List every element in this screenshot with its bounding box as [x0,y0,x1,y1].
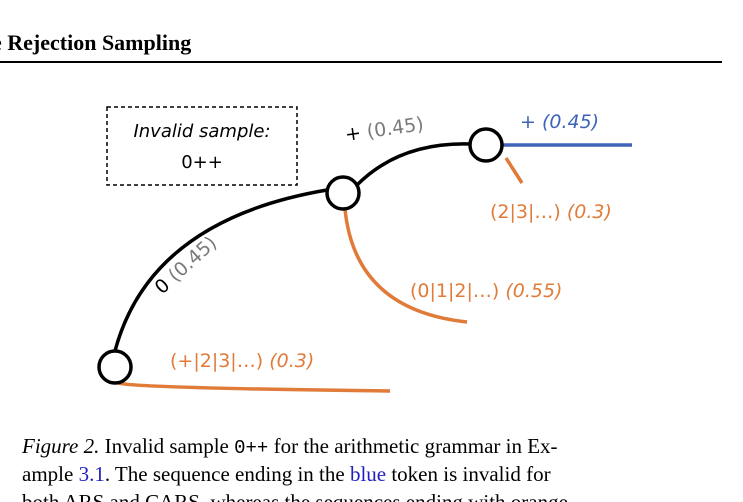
caption-label: Figure 2. [21,434,99,458]
edge [113,188,328,352]
edge-prob: (0.45) [365,113,425,143]
caption-text: ample [22,462,79,486]
caption-line: Figure 2. Invalid sample 0++ for the ari… [21,434,558,459]
branch-tokens: (0|1|2|…) [410,280,499,302]
edge-label: + (0.45) [520,111,599,133]
caption-line: both ARS and CARS, whereas the sequences… [22,490,568,502]
branch-prob: (0.3) [269,350,314,372]
branch-label: (2|3|…) (0.3) [490,201,612,223]
caption-line: ample 3.1. The sequence ending in the bl… [22,462,551,486]
branch-tokens: (+|2|3|…) [170,350,263,372]
node [97,349,133,385]
edge-token: + [520,111,536,133]
edge [355,142,471,187]
caption-text: token is invalid for [386,462,550,486]
node [325,175,361,211]
header-title: e Rejection Sampling [0,30,191,55]
caption-ref[interactable]: 3.1 [79,462,105,486]
edge-token: + [344,122,363,146]
caption-text: Invalid sample [99,434,234,458]
caption: Figure 2. Invalid sample 0++ for the ari… [21,434,568,502]
box-title: Invalid sample: [133,121,270,142]
branch [117,381,391,393]
branch-prob: (0.55) [505,280,562,302]
caption-text: . The sequence ending in the [105,462,350,486]
box-sample: 0++ [181,152,223,173]
branch-label: (0|1|2|…) (0.55) [410,280,562,302]
branch-label: (+|2|3|…) (0.3) [170,350,314,372]
branch-tokens: (2|3|…) [490,201,561,223]
branch [504,157,524,184]
edge-label: + (0.45) [344,113,425,146]
branch [343,208,468,324]
branch-prob: (0.3) [567,201,612,223]
node [468,127,504,163]
caption-code: 0++ [234,437,268,459]
edge-prob: (0.45) [542,111,599,133]
diagram: Invalid sample: 0++ 0 (0.45) + (0.45) + … [97,106,632,393]
caption-color-word: blue [350,462,386,486]
sample-box [106,106,298,186]
caption-text: for the arithmetic grammar in Ex- [268,434,557,458]
